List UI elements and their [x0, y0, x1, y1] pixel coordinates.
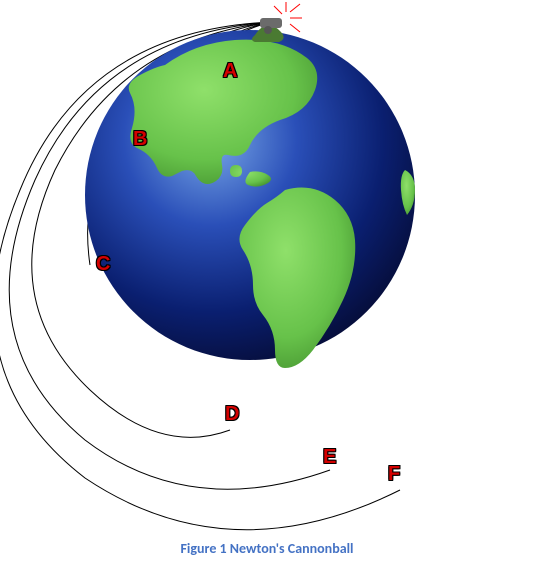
label-a: A — [223, 60, 237, 83]
diagram-svg — [0, 0, 534, 571]
label-d: D — [225, 403, 239, 426]
figure-caption: Figure 1 Newton's Cannonball — [0, 540, 534, 557]
cannon — [252, 2, 302, 42]
cannon-barrel — [260, 18, 282, 28]
label-e: E — [323, 446, 336, 469]
label-f: F — [388, 463, 400, 486]
cannon-wheel — [264, 26, 272, 34]
label-c: C — [96, 253, 110, 276]
newtons-cannonball-figure: A B C D E F Figure 1 Newton's Cannonball — [0, 0, 534, 571]
label-b: B — [133, 128, 147, 151]
